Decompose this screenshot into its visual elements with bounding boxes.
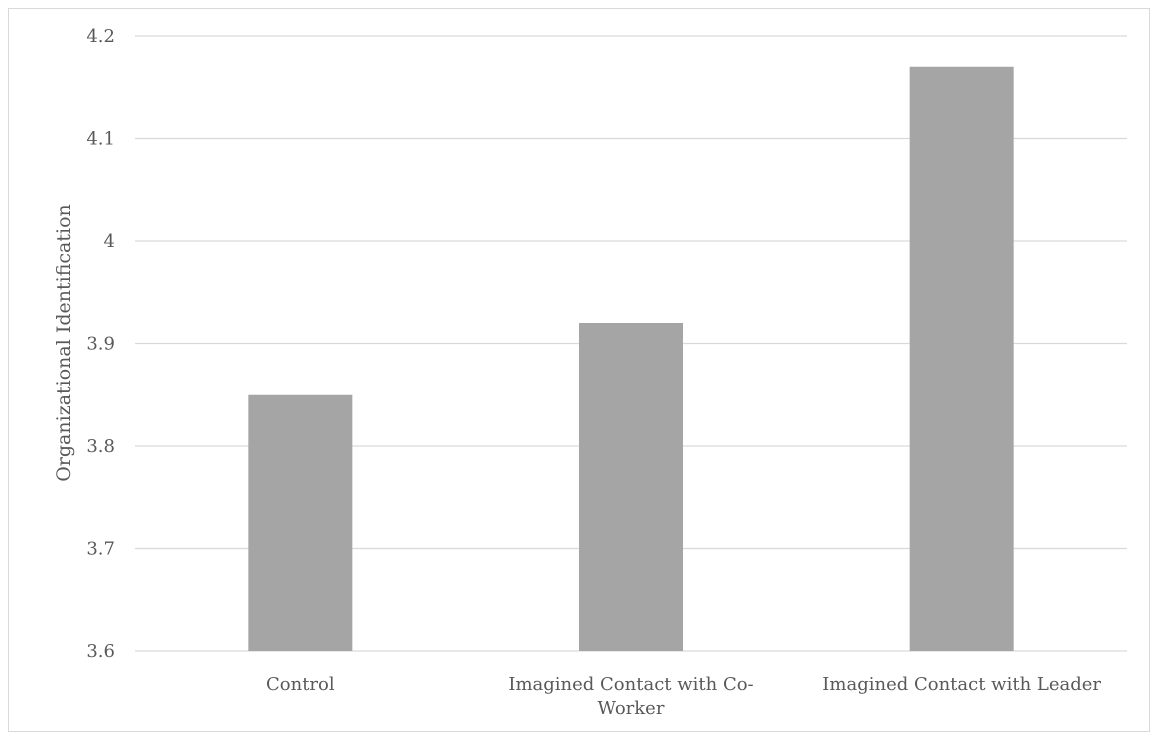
- y-tick-label: 4: [104, 231, 115, 252]
- y-tick-label: 3.6: [86, 641, 115, 662]
- bar: [909, 66, 1014, 651]
- y-tick-label: 4.1: [86, 129, 115, 150]
- x-axis-categories: Control Imagined Contact with Co-Worker Im…: [266, 674, 1101, 719]
- y-tick-label: 4.2: [86, 26, 115, 47]
- x-category-label: Imagined Contact with Leader: [822, 674, 1101, 695]
- y-tick-label: 3.7: [86, 539, 115, 560]
- y-tick-label: 3.8: [86, 436, 115, 457]
- x-category-label: Control: [266, 674, 335, 695]
- x-category-label: Imagined Contact with Co-Worker: [508, 674, 753, 719]
- bar: [579, 323, 683, 651]
- y-tick-label: 3.9: [86, 334, 115, 355]
- bar: [248, 394, 353, 651]
- y-axis-title: Organizational Identification: [53, 204, 75, 482]
- y-axis-ticks: 3.6 3.7 3.8 3.9 4 4.1 4.2: [86, 26, 115, 662]
- bars: [248, 66, 1014, 651]
